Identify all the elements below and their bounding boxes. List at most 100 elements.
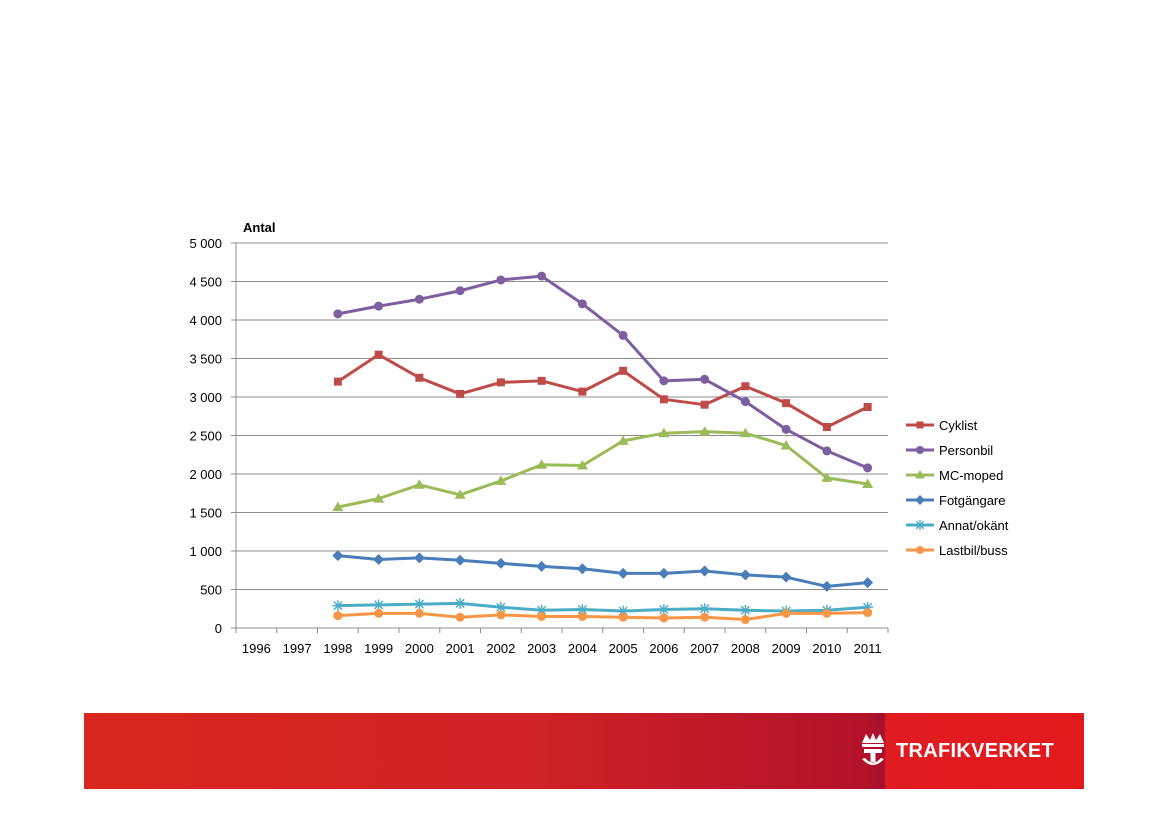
data-point-mc-moped <box>821 472 833 482</box>
data-point-mc-moped <box>780 440 792 450</box>
legend-item-cyklist: Cyklist <box>906 418 978 433</box>
data-point-personbil <box>618 330 628 340</box>
x-axis: 1996 1997 1998 1999 2000 2001 2002 2003 2004 2005… <box>235 627 889 656</box>
data-point-lastbil-buss <box>781 608 791 618</box>
data-point-cyklist <box>863 403 872 412</box>
x-tick-label: 1998 <box>323 641 352 656</box>
y-tick-label: 500 <box>200 583 222 598</box>
data-point-mc-moped <box>495 475 507 485</box>
legend-item-lastbil-buss: Lastbil/buss <box>906 543 1008 558</box>
data-point-cyklist <box>659 395 668 404</box>
legend-label: Personbil <box>939 443 993 458</box>
y-tick-label: 2 000 <box>189 467 222 482</box>
data-point-personbil <box>740 397 750 407</box>
legend-marker <box>915 520 925 530</box>
series-cyklist <box>333 350 872 432</box>
legend-label: Fotgängare <box>939 493 1006 508</box>
x-tick-label: 2004 <box>568 641 597 656</box>
data-point-personbil <box>863 463 873 473</box>
series-line-fotgängare <box>337 554 868 588</box>
x-tick-label: 2007 <box>690 641 719 656</box>
legend-label: Annat/okänt <box>939 518 1009 533</box>
data-point-annat-okänt <box>495 601 507 613</box>
legend-marker <box>916 546 924 554</box>
data-point-fotgängare <box>536 560 548 572</box>
data-point-mc-moped <box>332 501 344 512</box>
footer-band: TRAFIKVERKET <box>84 713 1084 789</box>
legend-marker <box>916 446 924 454</box>
y-tick-label: 5 000 <box>189 236 222 251</box>
series-line-cyklist <box>337 353 869 429</box>
data-point-fotgängare <box>821 580 833 592</box>
data-point-personbil <box>537 271 547 281</box>
data-point-fotgängare <box>699 565 711 577</box>
y-tick-label: 0 <box>215 621 222 636</box>
data-point-fotgängare <box>373 553 385 565</box>
y-axis-title: Antal <box>243 220 276 235</box>
line-chart: 0 500 1 000 1 500 2 000 2 500 3 000 3 500 4 000 4… <box>189 220 1009 656</box>
series-group <box>332 271 874 625</box>
legend-label: Lastbil/buss <box>939 543 1008 558</box>
data-point-lastbil-buss <box>455 612 465 622</box>
data-point-lastbil-buss <box>537 611 547 621</box>
x-tick-label: 2011 <box>854 641 882 656</box>
data-point-lastbil-buss <box>822 608 832 618</box>
legend: Cyklist Personbil MC-moped Fotgängare Annat/… <box>906 418 1009 558</box>
data-point-personbil <box>700 374 710 384</box>
x-tick-label: 2006 <box>649 641 678 656</box>
legend-item-annat-okänt: Annat/okänt <box>906 518 1009 533</box>
series-personbil <box>333 271 873 473</box>
data-point-mc-moped <box>658 427 670 438</box>
y-tick-label: 1 000 <box>189 544 222 559</box>
x-tick-label: 2005 <box>609 641 638 656</box>
series-line-lastbil-buss <box>337 611 868 622</box>
data-point-fotgängare <box>454 554 466 566</box>
legend-item-fotgängare: Fotgängare <box>906 493 1006 508</box>
data-point-lastbil-buss <box>740 615 750 625</box>
brand-name: TRAFIKVERKET <box>895 739 1054 762</box>
x-tick-label: 2001 <box>446 641 475 656</box>
legend-marker <box>915 470 925 479</box>
data-point-cyklist <box>782 399 791 408</box>
data-point-lastbil-buss <box>618 612 628 622</box>
y-tick-label: 4 000 <box>189 313 222 328</box>
data-point-personbil <box>455 286 465 296</box>
data-point-annat-okänt <box>454 597 466 609</box>
x-tick-label: 1997 <box>283 641 312 656</box>
legend-label: Cyklist <box>939 418 978 433</box>
data-point-fotgängare <box>495 557 507 569</box>
data-point-mc-moped <box>454 489 466 499</box>
data-point-personbil <box>781 424 791 434</box>
data-point-cyklist <box>333 377 342 386</box>
data-point-personbil <box>374 301 384 311</box>
series-annat-okänt <box>332 597 874 617</box>
data-point-lastbil-buss <box>863 608 873 618</box>
x-tick-label: 2003 <box>527 641 556 656</box>
data-point-mc-moped <box>862 478 874 489</box>
data-point-annat-okänt <box>658 604 670 616</box>
y-tick-label: 2 500 <box>189 429 222 444</box>
data-point-mc-moped <box>617 435 629 445</box>
data-point-cyklist <box>537 376 546 385</box>
y-tick-label: 3 000 <box>189 390 222 405</box>
x-tick-label: 2008 <box>731 641 760 656</box>
data-point-annat-okänt <box>739 604 751 616</box>
y-tick-label: 3 500 <box>189 352 222 367</box>
x-tick-label: 2010 <box>812 641 841 656</box>
series-mc-moped <box>332 426 874 512</box>
data-point-mc-moped <box>576 460 588 470</box>
data-point-lastbil-buss <box>414 608 424 618</box>
legend-marker <box>915 495 925 505</box>
data-point-fotgängare <box>617 567 629 579</box>
data-point-fotgängare <box>413 552 425 564</box>
data-point-fotgängare <box>576 563 588 575</box>
data-point-personbil <box>659 376 669 386</box>
data-point-fotgängare <box>862 577 874 589</box>
y-tick-label: 1 500 <box>189 506 222 521</box>
data-point-lastbil-buss <box>496 610 506 620</box>
x-tick-label: 1996 <box>242 641 271 656</box>
x-tick-label: 2000 <box>405 641 434 656</box>
data-point-personbil <box>333 309 343 319</box>
y-axis: 0 500 1 000 1 500 2 000 2 500 3 000 3 500 4 000 4… <box>189 236 237 636</box>
data-point-mc-moped <box>536 459 548 469</box>
